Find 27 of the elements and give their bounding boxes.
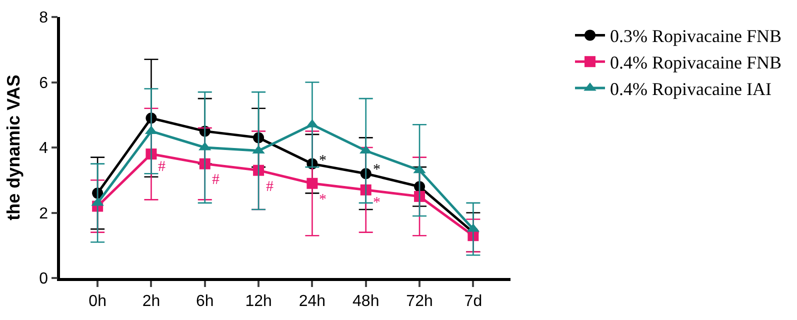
y-tick-label: 8 [39,10,48,27]
y-axis-title: the dynamic VAS [3,74,24,220]
x-tick-label: 48h [352,292,380,310]
annotation: # [158,159,166,175]
x-tick-label: 6h [196,292,214,310]
x-tick-label: 12h [245,292,272,310]
x-tick-label: 72h [406,292,433,310]
annotation: * [373,162,380,178]
y-tick-label: 2 [39,205,48,222]
annotation: # [212,172,220,188]
annotation: * [319,153,326,169]
point [414,190,426,202]
annotation: # [266,179,274,195]
y-tick-label: 4 [39,140,48,158]
annotation: * [373,195,380,211]
x-tick-label: 7d [464,292,482,310]
x-tick-label: 0h [88,292,106,310]
x-tick-label: 24h [298,292,326,310]
point [306,178,318,189]
point [253,164,264,176]
annotation: * [319,192,326,208]
y-tick-label: 0 [39,270,48,288]
legend-label: 0.3% Ropivacaine FNB [610,26,782,46]
legend-label: 0.4% Ropivacaine FNB [610,52,782,73]
legend-label: 0.4% Ropivacaine IAI [610,79,772,100]
y-tick-label: 6 [39,74,48,92]
x-tick-label: 2h [142,292,160,310]
